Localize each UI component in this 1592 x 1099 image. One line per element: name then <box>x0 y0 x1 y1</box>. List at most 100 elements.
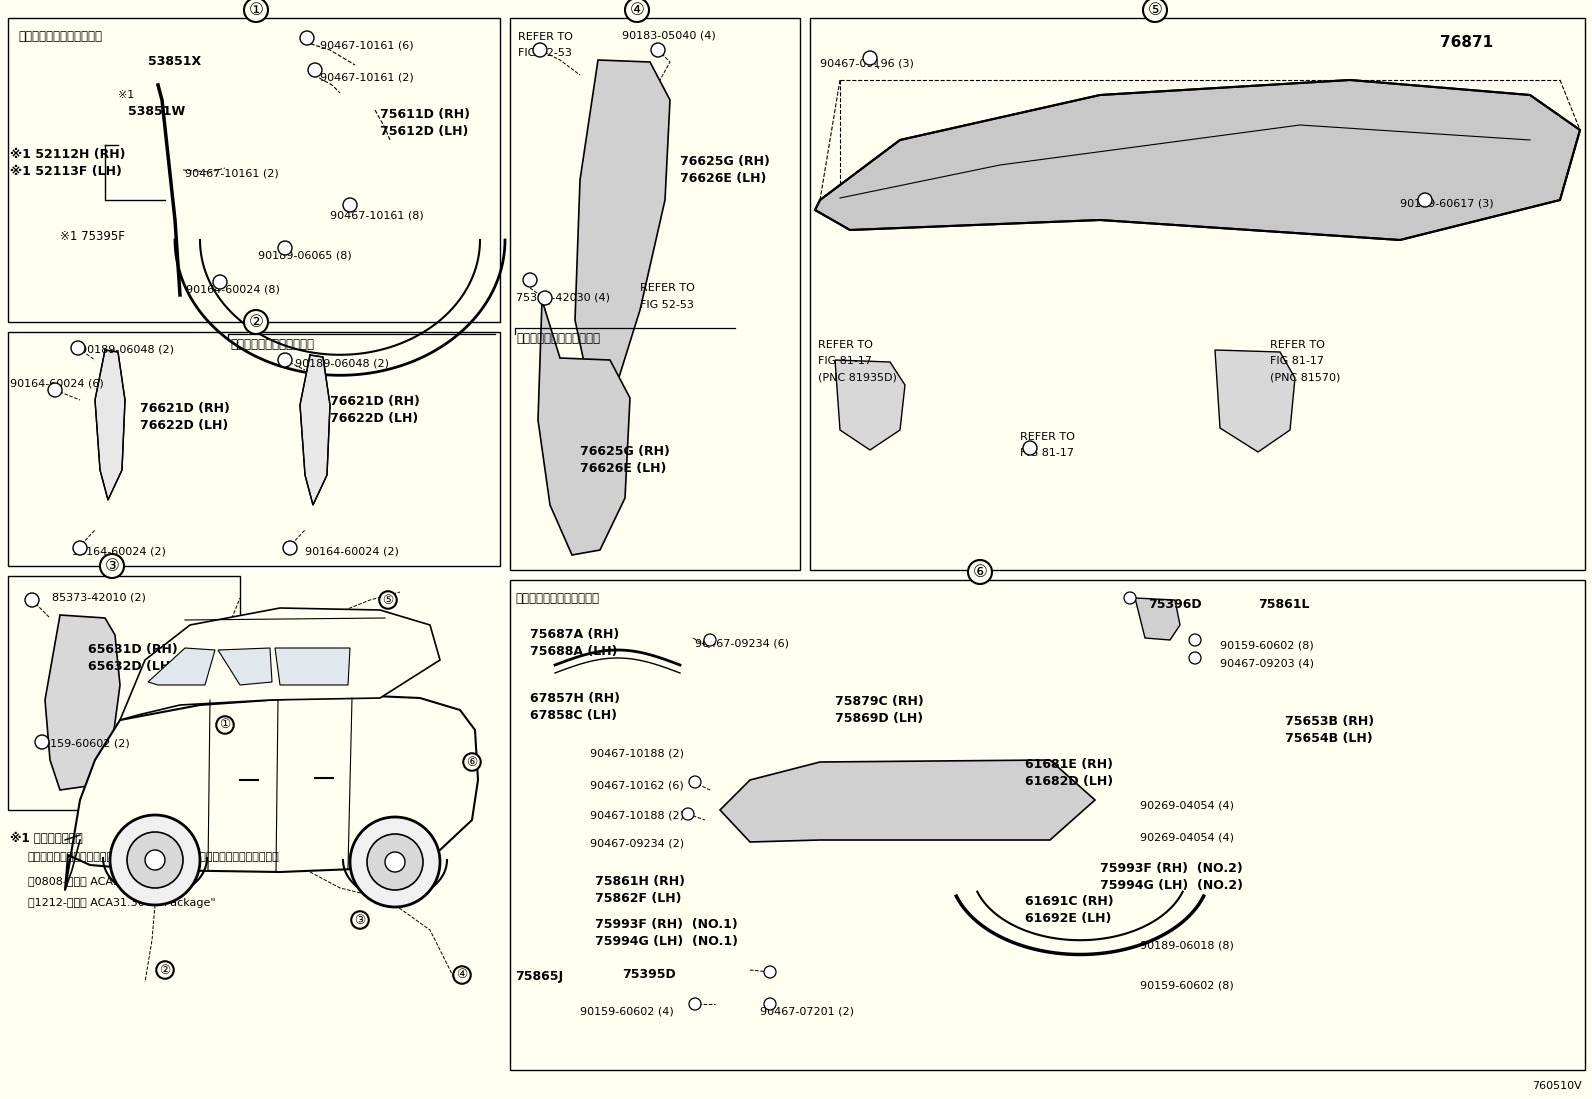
Text: 90159-60602 (8): 90159-60602 (8) <box>1140 980 1234 990</box>
Text: 有り（オーバーフェンダ）: 有り（オーバーフェンダ） <box>516 332 600 345</box>
Text: 75994G (LH)  (NO.1): 75994G (LH) (NO.1) <box>595 935 739 948</box>
Text: ①: ① <box>248 1 263 19</box>
Polygon shape <box>720 761 1095 842</box>
Text: 90467-10188 (2): 90467-10188 (2) <box>591 810 685 820</box>
Text: 65632D (LH): 65632D (LH) <box>88 660 177 673</box>
Text: ※1 検索上のご注意: ※1 検索上のご注意 <box>10 832 83 845</box>
Circle shape <box>524 273 537 287</box>
Text: 90467-10188 (2): 90467-10188 (2) <box>591 748 685 758</box>
Text: 75993F (RH)  (NO.1): 75993F (RH) (NO.1) <box>595 918 737 931</box>
Text: 75611D (RH): 75611D (RH) <box>380 108 470 121</box>
Circle shape <box>385 852 404 872</box>
Text: 61691C (RH): 61691C (RH) <box>1025 895 1114 908</box>
Circle shape <box>681 808 694 820</box>
Text: 67857H (RH): 67857H (RH) <box>530 692 619 704</box>
Text: 90164-60024 (6): 90164-60024 (6) <box>10 378 103 388</box>
Text: 53851X: 53851X <box>148 55 201 68</box>
Circle shape <box>342 198 357 212</box>
Text: （1212-　　） ACA31.36 "S Package": （1212- ） ACA31.36 "S Package" <box>29 898 215 908</box>
Text: 90159-60602 (2): 90159-60602 (2) <box>37 739 131 748</box>
Circle shape <box>279 353 291 367</box>
Circle shape <box>704 634 716 646</box>
Text: 75687A (RH): 75687A (RH) <box>530 628 619 641</box>
Polygon shape <box>1215 349 1294 452</box>
Circle shape <box>764 966 775 978</box>
Bar <box>8 332 500 566</box>
Text: 90183-05040 (4): 90183-05040 (4) <box>622 30 716 40</box>
Text: 61692E (LH): 61692E (LH) <box>1025 912 1111 925</box>
Bar <box>8 576 240 810</box>
Text: 76621D (RH): 76621D (RH) <box>140 402 229 415</box>
Text: 90164-60024 (2): 90164-60024 (2) <box>306 546 400 556</box>
Circle shape <box>533 43 548 57</box>
Text: 76622D (LH): 76622D (LH) <box>140 419 228 432</box>
Polygon shape <box>834 360 904 449</box>
Polygon shape <box>299 355 330 506</box>
Circle shape <box>299 31 314 45</box>
Polygon shape <box>65 695 478 890</box>
Text: 76622D (LH): 76622D (LH) <box>330 412 419 425</box>
Circle shape <box>72 341 84 355</box>
Text: 90467-10161 (2): 90467-10161 (2) <box>185 168 279 178</box>
Text: 76625G (RH): 76625G (RH) <box>680 155 771 168</box>
Text: 75869D (LH): 75869D (LH) <box>834 712 923 725</box>
Text: 75993F (RH)  (NO.2): 75993F (RH) (NO.2) <box>1100 862 1243 875</box>
Text: 76621D (RH): 76621D (RH) <box>330 395 420 408</box>
Text: 90467-10161 (2): 90467-10161 (2) <box>320 73 414 82</box>
Text: 75862F (LH): 75862F (LH) <box>595 892 681 904</box>
Polygon shape <box>45 615 119 790</box>
Polygon shape <box>538 300 630 555</box>
Text: 90189-06048 (2): 90189-06048 (2) <box>295 358 388 368</box>
Circle shape <box>283 541 298 555</box>
Text: ※1 75395F: ※1 75395F <box>60 230 124 243</box>
Circle shape <box>279 241 291 255</box>
Text: REFER TO: REFER TO <box>1020 432 1075 442</box>
Text: 次の型式及び仕様は、フロントバンパー一体型のため、単品では補給していません。: 次の型式及び仕様は、フロントバンパー一体型のため、単品では補給していません。 <box>29 852 280 862</box>
Text: (PNC 81570): (PNC 81570) <box>1270 371 1340 382</box>
Circle shape <box>35 735 49 750</box>
Text: 760510V: 760510V <box>1532 1081 1582 1091</box>
Text: 75994G (LH)  (NO.2): 75994G (LH) (NO.2) <box>1100 879 1243 892</box>
Text: 90164-60024 (2): 90164-60024 (2) <box>72 546 166 556</box>
Text: 90159-60617 (3): 90159-60617 (3) <box>1399 198 1493 208</box>
Bar <box>509 580 1586 1070</box>
Text: ②: ② <box>159 964 170 977</box>
Text: ※1 52113F (LH): ※1 52113F (LH) <box>10 165 123 178</box>
Circle shape <box>127 832 183 888</box>
Text: 有り（オーバーフェンダ）: 有り（オーバーフェンダ） <box>18 30 102 43</box>
Text: ①: ① <box>220 719 231 732</box>
Text: 90467-10161 (8): 90467-10161 (8) <box>330 210 423 220</box>
Text: REFER TO: REFER TO <box>818 340 872 349</box>
Polygon shape <box>218 648 272 685</box>
Text: 75395D: 75395D <box>622 968 675 981</box>
Text: FIG 81-17: FIG 81-17 <box>1020 448 1075 458</box>
Text: 75879C (RH): 75879C (RH) <box>834 695 923 708</box>
Circle shape <box>1189 634 1200 646</box>
Text: REFER TO: REFER TO <box>517 32 573 42</box>
Text: 90467-07201 (2): 90467-07201 (2) <box>759 1006 853 1015</box>
Text: 75396D: 75396D <box>1148 598 1202 611</box>
Text: 75653B (RH): 75653B (RH) <box>1285 715 1374 728</box>
Text: 90159-60602 (8): 90159-60602 (8) <box>1219 640 1313 650</box>
Circle shape <box>368 834 423 890</box>
Polygon shape <box>96 349 126 500</box>
Polygon shape <box>1135 598 1180 640</box>
Bar <box>509 18 801 570</box>
Circle shape <box>73 541 88 555</box>
Text: FIG 52-53: FIG 52-53 <box>640 300 694 310</box>
Text: FIG 81-17: FIG 81-17 <box>818 356 872 366</box>
Text: 75612D (LH): 75612D (LH) <box>380 125 468 138</box>
Circle shape <box>689 776 700 788</box>
Circle shape <box>48 382 62 397</box>
Text: 有り（オーバーフェンダ）: 有り（オーバーフェンダ） <box>514 592 599 606</box>
Circle shape <box>25 593 38 607</box>
Text: 76871: 76871 <box>1441 35 1493 49</box>
Text: 90189-06018 (8): 90189-06018 (8) <box>1140 940 1234 950</box>
Text: ③: ③ <box>355 913 366 926</box>
Polygon shape <box>575 60 670 390</box>
Text: 90269-04054 (4): 90269-04054 (4) <box>1140 832 1234 842</box>
Polygon shape <box>815 80 1579 240</box>
Text: 75861H (RH): 75861H (RH) <box>595 875 685 888</box>
Text: ※1: ※1 <box>118 90 134 100</box>
Text: ④: ④ <box>629 1 645 19</box>
